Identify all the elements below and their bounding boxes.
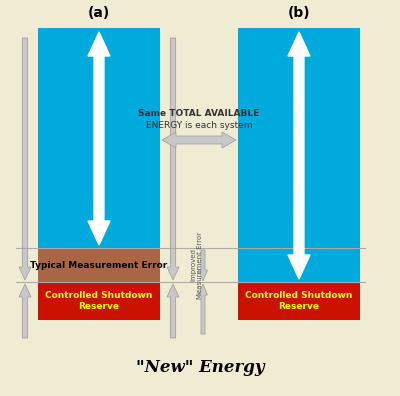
- Polygon shape: [288, 32, 310, 279]
- Text: (b): (b): [288, 6, 310, 20]
- Polygon shape: [162, 132, 236, 148]
- Polygon shape: [19, 284, 31, 338]
- Text: USER AVAILABLE ENERGY: USER AVAILABLE ENERGY: [296, 96, 304, 214]
- Text: Typical Measurement Error: Typical Measurement Error: [30, 261, 168, 270]
- Text: ENERGY is each system: ENERGY is each system: [146, 120, 252, 129]
- Polygon shape: [167, 284, 179, 338]
- Text: Controlled Shutdown
Reserve: Controlled Shutdown Reserve: [245, 291, 353, 311]
- Text: Same TOTAL AVAILABLE: Same TOTAL AVAILABLE: [138, 110, 260, 118]
- Text: Controlled Shutdown
Reserve: Controlled Shutdown Reserve: [45, 291, 153, 311]
- Text: Improved
Measurement Error: Improved Measurement Error: [190, 231, 204, 299]
- Polygon shape: [88, 32, 110, 245]
- Bar: [38, 282, 160, 320]
- Bar: [238, 282, 360, 320]
- Polygon shape: [167, 38, 179, 280]
- Text: "New" Energy: "New" Energy: [136, 360, 264, 377]
- Text: USER AVAILABLE ENERGY: USER AVAILABLE ENERGY: [96, 79, 104, 197]
- Text: (a): (a): [88, 6, 110, 20]
- Bar: [38, 28, 160, 248]
- Polygon shape: [198, 250, 208, 281]
- Polygon shape: [19, 38, 31, 280]
- Bar: [238, 28, 360, 282]
- Polygon shape: [198, 284, 208, 334]
- Bar: [38, 248, 160, 282]
